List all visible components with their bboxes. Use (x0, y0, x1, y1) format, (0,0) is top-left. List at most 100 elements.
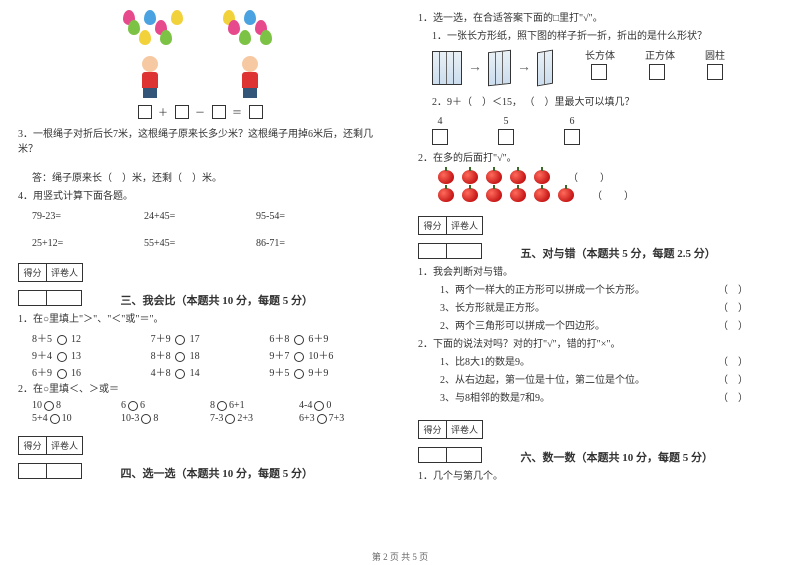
compare-circle[interactable] (217, 401, 227, 411)
arrow-icon: → (468, 60, 482, 76)
compare-circle[interactable] (225, 414, 235, 424)
compare-circle[interactable] (294, 369, 304, 379)
compare-circle[interactable] (175, 369, 185, 379)
compare-item: 4＋8 14 (151, 364, 264, 379)
tf-text: 1、两个一样大的正方形可以拼成一个长方形。 (440, 283, 645, 298)
boy-figure (142, 56, 158, 98)
box-equation: ＋ － ＝ (18, 104, 382, 119)
compare-item: 6+37+3 (299, 413, 382, 424)
apple-icon (486, 188, 502, 202)
r-question-2: 2．在多的后面打"√"。 (418, 151, 782, 166)
blank-box[interactable] (138, 105, 152, 119)
section-3-title: 三、我会比（本题共 10 分，每题 5 分） (121, 292, 314, 308)
balloon-icon (228, 20, 240, 35)
paren-blank[interactable]: （ ） (592, 187, 640, 202)
fillmax-options: 4 5 6 (418, 116, 782, 145)
compare-circle[interactable] (57, 352, 67, 362)
compare-item: 108 (32, 400, 115, 411)
fillmax-num: 6 (564, 116, 580, 127)
paren-blank[interactable]: （ ） (718, 283, 748, 298)
apple-icon (534, 188, 550, 202)
paren-blank[interactable]: （ ） (568, 169, 616, 184)
tf-text: 2、两个三角形可以拼成一个四边形。 (440, 319, 605, 334)
balloon-boy-b (215, 8, 285, 98)
score-box-empty[interactable] (18, 463, 82, 479)
compare-circle[interactable] (175, 352, 185, 362)
compare-circle[interactable] (141, 414, 151, 424)
calc-item: 95-54= (256, 211, 368, 222)
score-box-empty[interactable] (18, 290, 82, 306)
grader-label: 评卷人 (447, 421, 482, 438)
compare-circle[interactable] (57, 335, 67, 345)
shape-labels: 长方体 正方体 圆柱 (571, 47, 782, 62)
checkbox[interactable] (649, 64, 665, 80)
compare-circle[interactable] (175, 335, 185, 345)
checkbox[interactable] (591, 64, 607, 80)
compare-circle[interactable] (317, 414, 327, 424)
compare-circle[interactable] (314, 401, 324, 411)
compare-item: 86+1 (210, 400, 293, 411)
compare-item: 4-40 (299, 400, 382, 411)
fillmax-b: （ ）里最大可以填几？ (525, 97, 635, 108)
checkbox[interactable] (498, 129, 514, 145)
section-6-title: 六、数一数（本题共 10 分，每题 5 分） (521, 449, 714, 465)
blank-box[interactable] (212, 105, 226, 119)
r-question-1-sub: 1．一张长方形纸，照下图的样子折一折，折出的是什么形状？ (418, 29, 782, 44)
tf-item: 2、从右边起，第一位是十位，第二位是个位。（ ） (418, 373, 782, 388)
checkbox[interactable] (564, 129, 580, 145)
compare-circle[interactable] (294, 352, 304, 362)
compare-2-grid: 1086686+14-405+41010-387-32+36+37+3 (18, 400, 382, 424)
fillmax-num: 5 (498, 116, 514, 127)
shape-label: 正方体 (645, 47, 675, 62)
paren-blank[interactable]: （ ） (718, 319, 748, 334)
compare-item: 9＋5 9＋9 (269, 364, 382, 379)
compare-item: 7＋9 17 (151, 330, 264, 345)
apple-row-1: （ ） (418, 169, 782, 184)
fillmax-num: 4 (432, 116, 448, 127)
paren-blank[interactable]: （ ） (718, 391, 748, 406)
blank-box[interactable] (249, 105, 263, 119)
apple-icon (510, 188, 526, 202)
calc-item: 55+45= (144, 238, 256, 249)
compare-circle[interactable] (57, 369, 67, 379)
fillmax-a: 2．9＋（ ）＜15， (432, 97, 522, 108)
balloon-icon (239, 30, 251, 45)
equals-op: ＝ (232, 108, 242, 119)
apple-icon (462, 188, 478, 202)
paren-blank[interactable]: （ ） (718, 373, 748, 388)
grader-label: 评卷人 (447, 217, 482, 234)
compare-item: 66 (121, 400, 204, 411)
compare-circle[interactable] (128, 401, 138, 411)
compare-circle[interactable] (44, 401, 54, 411)
balloon-icon (244, 10, 256, 25)
tf1-label: 1．我会判断对与错。 (418, 265, 782, 280)
compare-item: 5+410 (32, 413, 115, 424)
blank-box[interactable] (175, 105, 189, 119)
score-box-empty[interactable] (418, 243, 482, 259)
section-4-header: 得分 评卷人 四、选一选（本题共 10 分，每题 5 分） (18, 430, 382, 481)
compare-circle[interactable] (294, 335, 304, 345)
grader-label: 评卷人 (47, 437, 82, 454)
tf-text: 1、比8大1的数是9。 (440, 355, 530, 370)
compare-1-grid: 8＋5 127＋9 176＋8 6＋99＋4 138＋8 189＋7 10＋66… (18, 330, 382, 379)
paren-blank[interactable]: （ ） (718, 355, 748, 370)
compare-item: 9＋7 10＋6 (269, 347, 382, 362)
compare-circle[interactable] (50, 414, 60, 424)
apple-icon (558, 188, 574, 202)
balloon-icon (128, 20, 140, 35)
calc-item: 86-71= (256, 238, 368, 249)
score-box-empty[interactable] (418, 447, 482, 463)
balloon-icon (144, 10, 156, 25)
checkbox[interactable] (432, 129, 448, 145)
tf-item: 1、两个一样大的正方形可以拼成一个长方形。 （ ） (418, 283, 782, 298)
section-5-title: 五、对与错（本题共 5 分，每题 2.5 分） (521, 245, 716, 261)
checkbox[interactable] (707, 64, 723, 80)
apple-icon (534, 170, 550, 184)
tf-item: 3、与8相邻的数是7和9。（ ） (418, 391, 782, 406)
balloon-boy-a (115, 8, 185, 98)
right-column: 1．选一选，在合适答案下面的□里打"√"。 1．一张长方形纸，照下图的样子折一折… (400, 0, 800, 565)
vertical-calc-grid: 79-23= 24+45= 95-54= 25+12= 55+45= 86-71… (18, 207, 382, 257)
apple-icon (486, 170, 502, 184)
compare-item: 6＋8 6＋9 (269, 330, 382, 345)
paren-blank[interactable]: （ ） (718, 301, 748, 316)
